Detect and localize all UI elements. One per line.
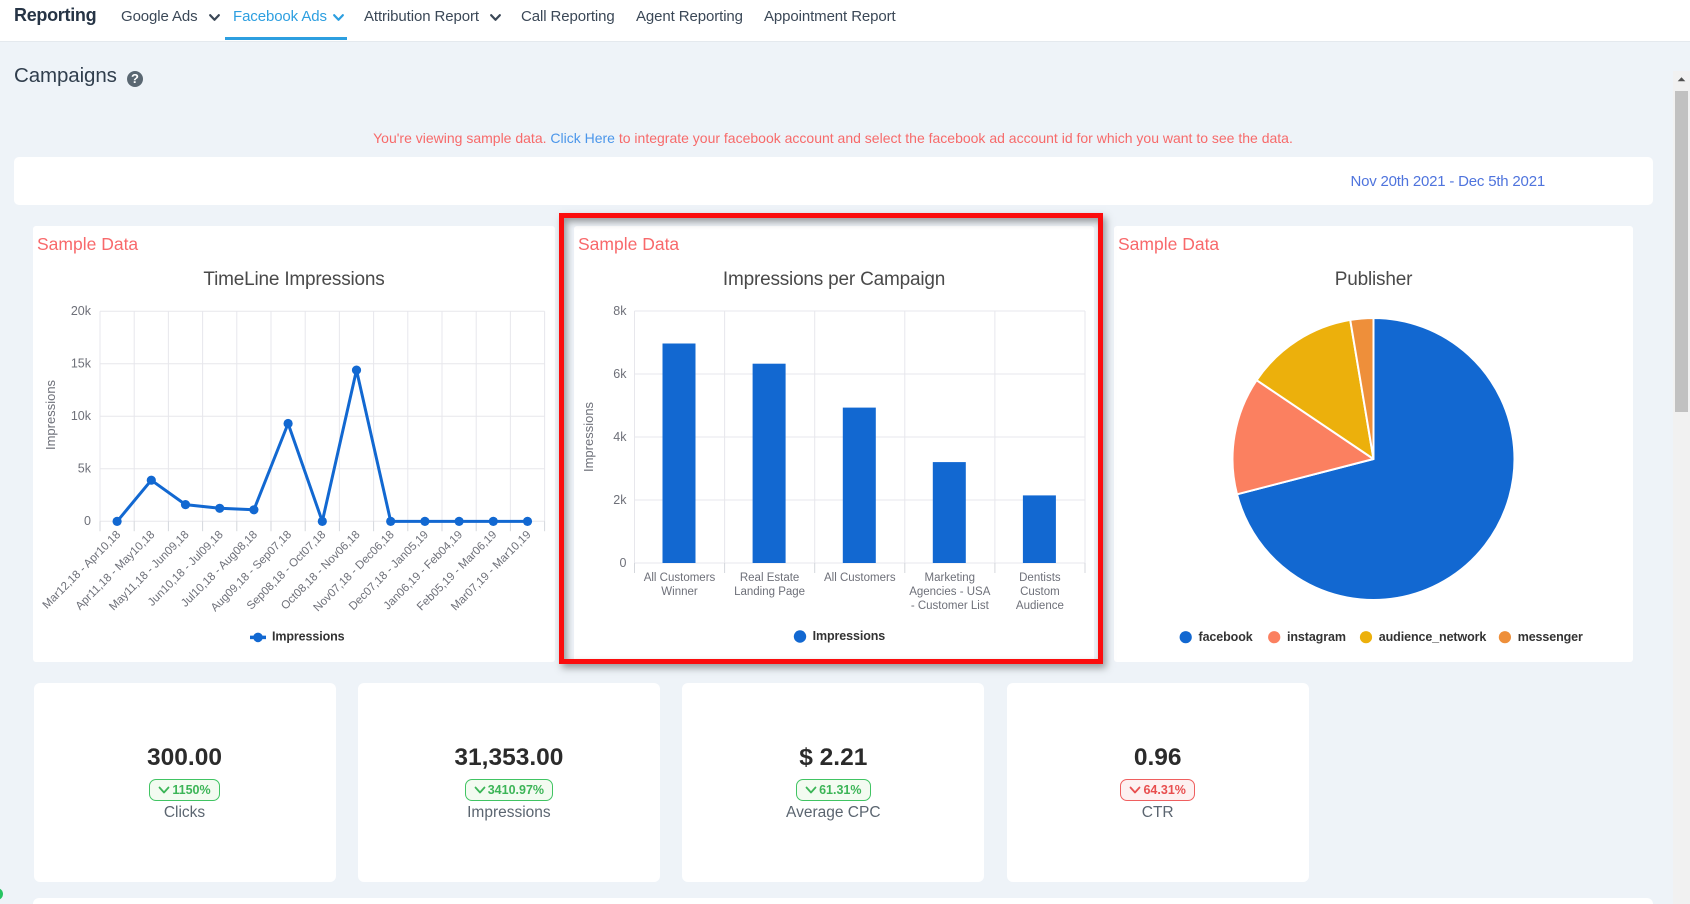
- svg-text:15k: 15k: [71, 357, 92, 371]
- svg-text:messenger: messenger: [1518, 630, 1583, 644]
- svg-text:Impressions: Impressions: [813, 629, 886, 643]
- svg-text:4k: 4k: [613, 430, 627, 444]
- svg-text:Agencies - USA: Agencies - USA: [909, 586, 991, 598]
- svg-text:facebook: facebook: [1199, 630, 1253, 644]
- svg-text:2k: 2k: [613, 493, 627, 507]
- svg-text:Custom: Custom: [1020, 586, 1060, 598]
- svg-text:Impressions: Impressions: [272, 630, 345, 644]
- svg-text:Winner: Winner: [661, 586, 698, 598]
- svg-text:6k: 6k: [613, 367, 627, 381]
- svg-text:Landing Page: Landing Page: [734, 586, 805, 598]
- svg-text:10k: 10k: [71, 409, 92, 423]
- svg-text:All Customers: All Customers: [644, 572, 716, 584]
- svg-text:0: 0: [620, 556, 627, 570]
- svg-text:0: 0: [84, 514, 91, 528]
- svg-text:Dentists: Dentists: [1019, 572, 1061, 584]
- svg-text:5k: 5k: [78, 462, 92, 476]
- svg-text:Impressions: Impressions: [43, 379, 58, 450]
- svg-text:All Customers: All Customers: [824, 572, 896, 584]
- svg-text:- Customer List: - Customer List: [911, 600, 990, 612]
- svg-text:Impressions: Impressions: [581, 401, 596, 472]
- svg-text:instagram: instagram: [1287, 630, 1346, 644]
- svg-text:Audience: Audience: [1016, 600, 1064, 612]
- svg-text:Real Estate: Real Estate: [740, 572, 799, 584]
- svg-text:audience_network: audience_network: [1379, 630, 1487, 644]
- svg-text:Marketing: Marketing: [925, 572, 976, 584]
- svg-text:20k: 20k: [71, 304, 92, 318]
- svg-text:8k: 8k: [613, 304, 627, 318]
